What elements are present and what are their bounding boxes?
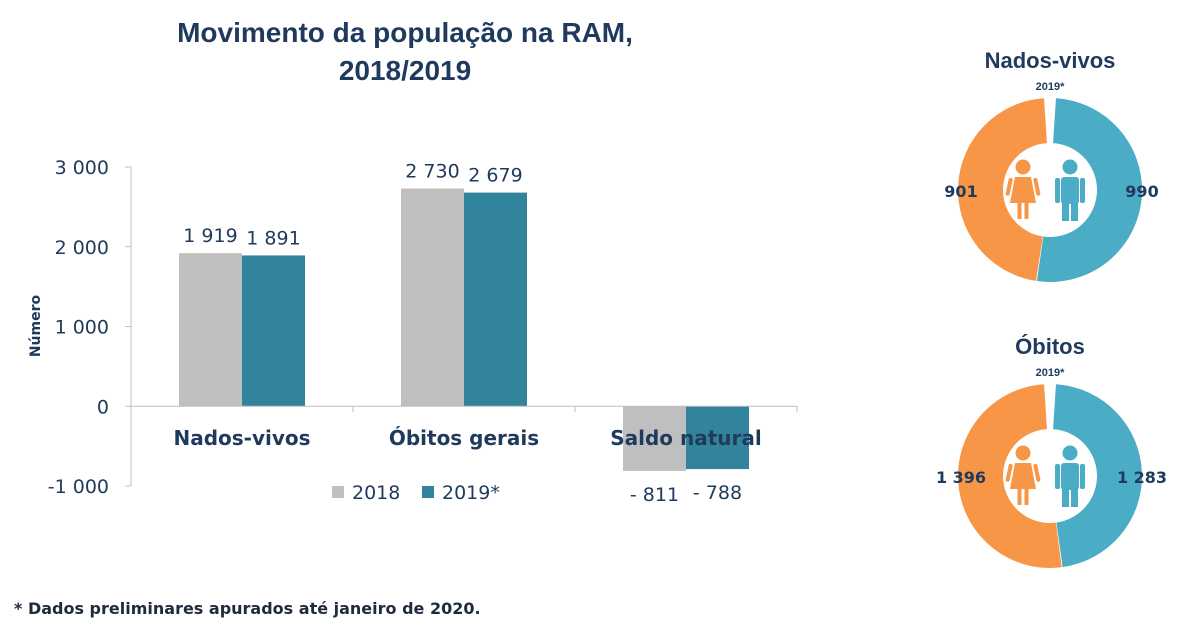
births-donut: 901 990 (944, 98, 1159, 282)
deaths-female-value: 1 396 (936, 468, 986, 487)
legend-swatch (332, 486, 344, 498)
y-axis-title: Número (28, 294, 44, 357)
deaths-donut: 1 396 1 283 (936, 384, 1167, 568)
births-male-value: 990 (1125, 182, 1158, 201)
male-person-icon (1055, 159, 1085, 221)
category-label: Óbitos gerais (389, 426, 539, 450)
bar-2019-2 (686, 406, 749, 470)
legend-label: 2019* (442, 482, 500, 504)
births-panel: Nados-vivos 2019* 901 990 (920, 40, 1180, 290)
y-tick-label: 2 000 (55, 237, 109, 259)
female-person-icon (1005, 159, 1041, 219)
bar-2018-1 (401, 188, 464, 407)
y-tick-label: 1 000 (55, 317, 109, 339)
bar-2019-1 (464, 192, 527, 407)
data-label: - 811 (630, 484, 679, 506)
footnote: * Dados preliminares apurados até janeir… (14, 599, 481, 618)
category-label: Nados-vivos (173, 426, 310, 450)
deaths-female-slice (957, 384, 1062, 568)
data-label: - 788 (693, 482, 742, 504)
data-label: 2 679 (468, 165, 522, 187)
bar-2018-2 (623, 406, 686, 471)
deaths-male-slice (1053, 384, 1142, 568)
male-person-icon (1055, 445, 1085, 507)
y-tick-label: -1 000 (48, 476, 109, 498)
births-panel-title: Nados-vivos (984, 48, 1116, 73)
deaths-panel-year: 2019* (1035, 367, 1065, 379)
category-label: Saldo natural (610, 426, 762, 450)
deaths-panel: Óbitos 2019* 1 396 1 283 (920, 326, 1180, 576)
chart-title: Movimento da população na RAM, 2018/2019 (100, 14, 710, 90)
bar-2018-0 (179, 253, 242, 407)
births-male-slice (1036, 98, 1142, 282)
deaths-male-value: 1 283 (1117, 468, 1167, 487)
y-tick-label: 3 000 (55, 157, 109, 179)
bar-2019-0 (242, 255, 305, 407)
bar-chart: -1 000 0 1 000 2 000 3 000 Número 1 919 2 730 - … (28, 157, 798, 506)
births-female-value: 901 (944, 182, 977, 201)
chart-title-line-2: 2018/2019 (338, 55, 472, 86)
female-person-icon (1005, 445, 1041, 505)
births-female-slice (957, 98, 1047, 281)
chart-title-line-1: Movimento da população na RAM, (177, 17, 633, 48)
deaths-panel-title: Óbitos (1015, 334, 1085, 359)
births-panel-year: 2019* (1035, 81, 1065, 93)
data-label: 2 730 (405, 161, 459, 183)
data-label: 1 891 (246, 227, 300, 249)
y-tick-label: 0 (97, 396, 109, 418)
legend-swatch (422, 486, 434, 498)
data-label: 1 919 (183, 225, 237, 247)
legend-label: 2018 (352, 482, 400, 504)
